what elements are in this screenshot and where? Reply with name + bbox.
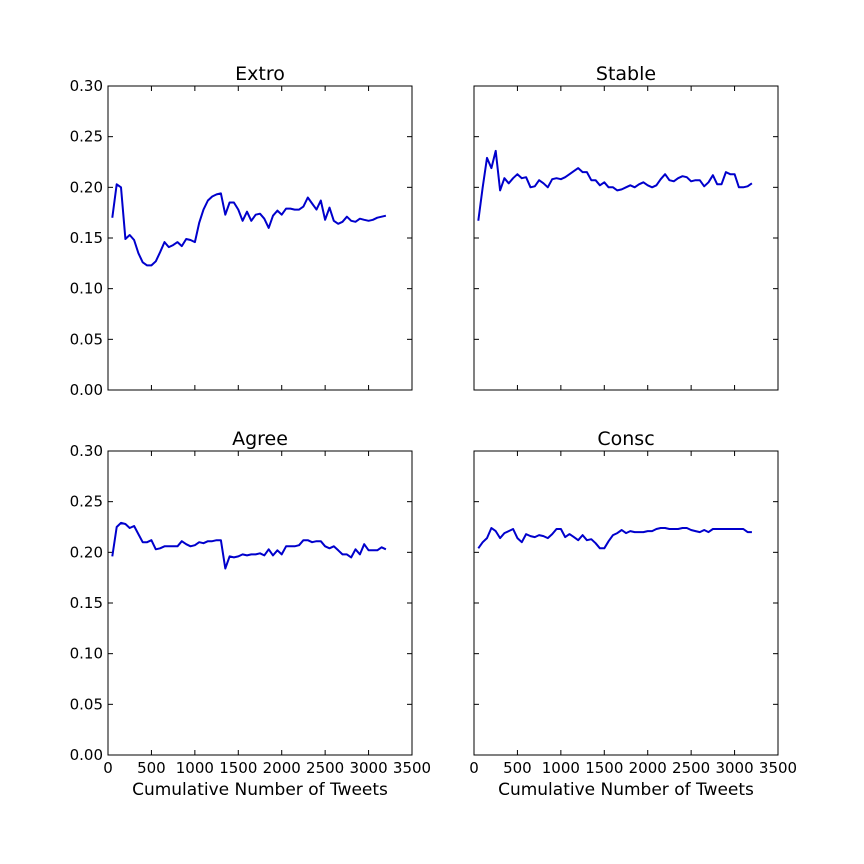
chart-2-ytick-label: 0.00: [70, 746, 103, 764]
chart-3-xtick-label: 0: [469, 759, 479, 777]
chart-2-ytick-label: 0.25: [70, 493, 103, 511]
chart-2-title: Agree: [232, 428, 288, 450]
chart-2-xtick-label: 1000: [176, 759, 214, 777]
chart-0-ytick-label: 0.00: [70, 381, 103, 399]
chart-3-xlabel: Cumulative Number of Tweets: [498, 780, 754, 800]
chart-2-xtick-label: 0: [103, 759, 113, 777]
chart-1: Stable: [473, 63, 779, 391]
chart-3-xtick-label: 2500: [672, 759, 710, 777]
chart-1-plot-frame: [473, 85, 779, 391]
chart-0-ytick-label: 0.30: [70, 77, 103, 95]
chart-0-ytick-label: 0.25: [70, 128, 103, 146]
chart-1-title: Stable: [596, 63, 656, 85]
chart-3-xtick-label: 2000: [629, 759, 667, 777]
chart-0-ytick-label: 0.05: [70, 330, 103, 348]
chart-2-xtick-label: 1500: [219, 759, 257, 777]
chart-3-xtick-label: 500: [503, 759, 532, 777]
chart-2-plot-frame: [107, 450, 413, 756]
chart-3-plot-frame: [473, 450, 779, 756]
chart-0-title: Extro: [235, 63, 285, 85]
chart-3-xtick-label: 3000: [715, 759, 753, 777]
chart-3-xtick-label: 3500: [759, 759, 797, 777]
chart-3-title: Consc: [597, 428, 654, 450]
chart-0: 0.00 0.05 0.10 0.15 0.20 0.25 0.30 Extro: [70, 63, 413, 399]
chart-0-series-line: [111, 183, 387, 267]
chart-2-ytick-label: 0.10: [70, 645, 103, 663]
chart-2: 0.00 0.05 0.10 0.15 0.20 0.25 0.30 0 500 1000 1500…: [70, 428, 432, 800]
chart-3-series-line: [477, 527, 752, 550]
chart-0-ytick-label: 0.20: [70, 178, 103, 196]
chart-3-xtick-label: 1500: [585, 759, 623, 777]
chart-2-ytick-label: 0.05: [70, 695, 103, 713]
chart-2-xtick-label: 500: [137, 759, 166, 777]
chart-2-xtick-label: 3000: [349, 759, 387, 777]
chart-2-xtick-label: 2500: [306, 759, 344, 777]
chart-2-xlabel: Cumulative Number of Tweets: [132, 780, 388, 800]
chart-2-ytick-label: 0.15: [70, 594, 103, 612]
chart-1-series-line: [477, 149, 753, 221]
chart-2-series-line: [111, 521, 387, 570]
chart-3: 0 500 1000 1500 2000 2500 3000 3500 Consc Cumulat…: [469, 428, 797, 800]
chart-0-ytick-label: 0.15: [70, 229, 103, 247]
chart-2-xtick-label: 3500: [393, 759, 431, 777]
chart-2-ytick-label: 0.30: [70, 442, 103, 460]
chart-2-ytick-label: 0.20: [70, 543, 103, 561]
chart-3-xtick-label: 1000: [542, 759, 580, 777]
chart-0-ytick-label: 0.10: [70, 280, 103, 298]
chart-0-plot-frame: [107, 85, 413, 391]
chart-2-xtick-label: 2000: [263, 759, 301, 777]
